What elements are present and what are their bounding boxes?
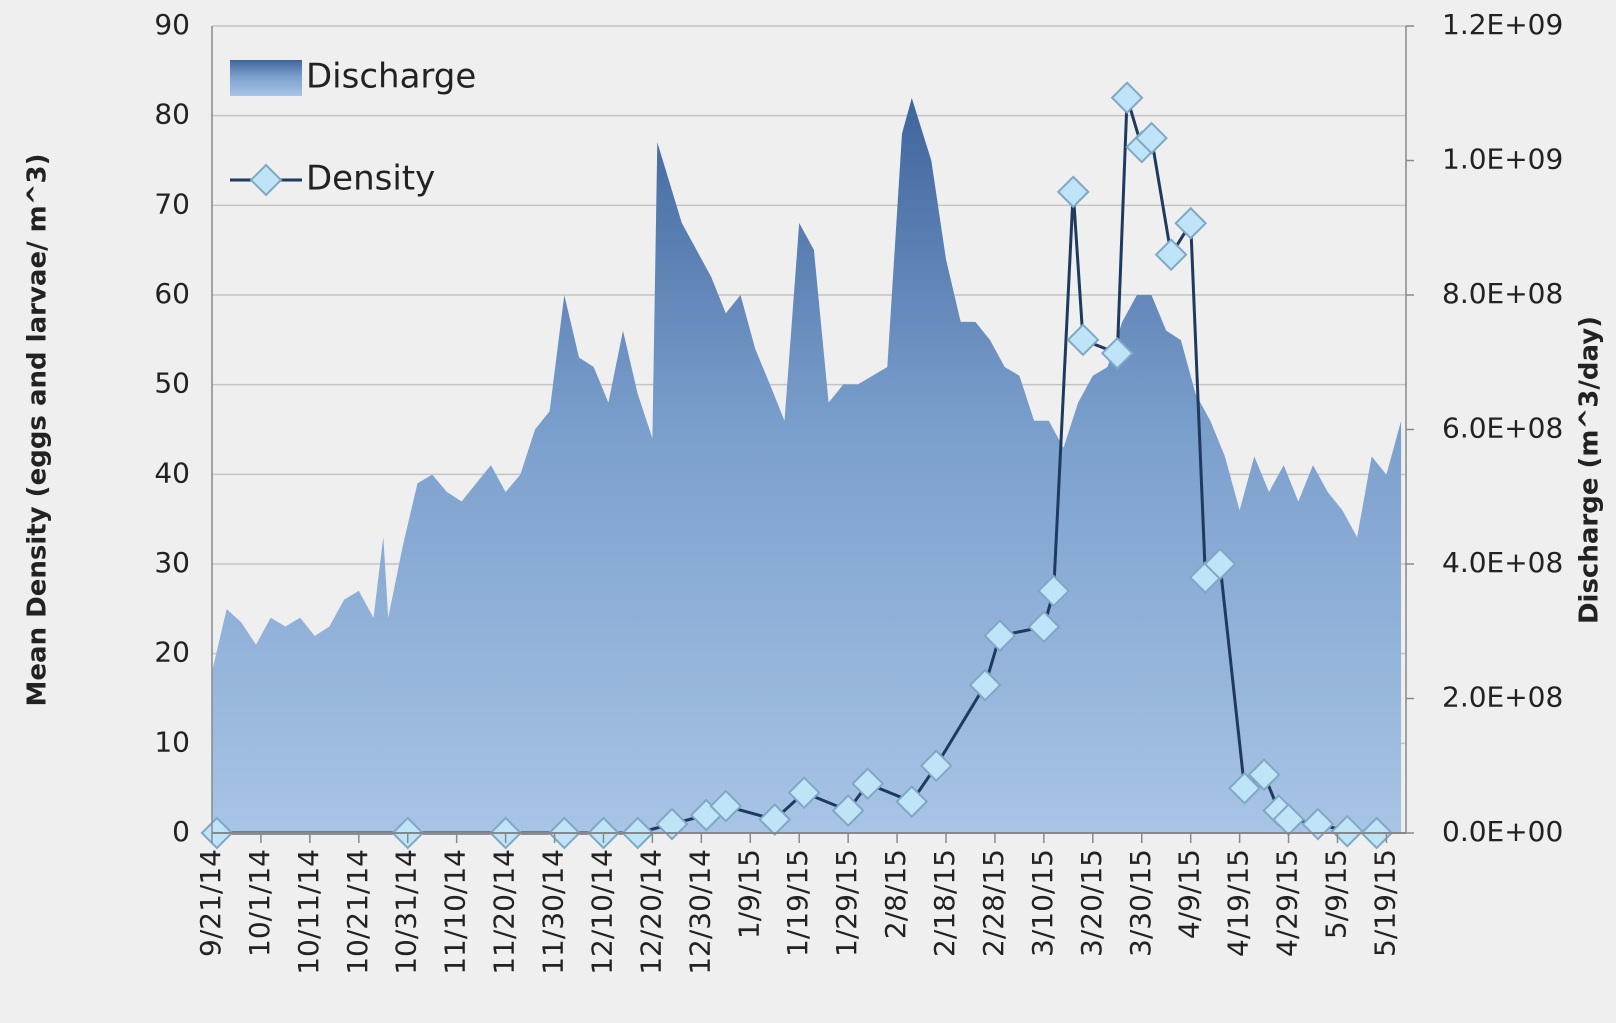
x-tick-label: 10/21/14 [341, 849, 374, 975]
density-marker [983, 619, 1017, 653]
y-tick-label: 20 [154, 636, 190, 669]
y-tick-label: 50 [154, 367, 190, 400]
x-tick-label: 2/18/15 [928, 849, 961, 957]
x-tick-label: 11/20/14 [488, 849, 521, 975]
legend-marker [249, 163, 283, 197]
y-tick-label: 10 [154, 725, 190, 758]
density-marker [919, 749, 953, 783]
x-tick-label: 3/20/15 [1075, 849, 1108, 957]
y2-tick-label: 1.2E+09 [1442, 8, 1563, 41]
legend-label: Discharge [306, 57, 476, 97]
legend-swatch [230, 60, 302, 96]
x-tick-label: 1/9/15 [732, 849, 765, 939]
x-tick-label: 9/21/14 [194, 849, 227, 957]
density-marker [1203, 547, 1237, 581]
x-tick-label: 4/19/15 [1222, 849, 1255, 957]
y2-tick-label: 0.0E+00 [1442, 815, 1563, 848]
x-tick-label: 10/11/14 [292, 849, 325, 975]
x-tick-label: 4/9/15 [1173, 849, 1206, 939]
x-tick-label: 5/19/15 [1368, 849, 1401, 957]
y-axis-title: Mean Density (eggs and larvae/ m^3) [23, 154, 53, 707]
density-marker [1056, 175, 1090, 209]
density-marker [1027, 610, 1061, 644]
y2-tick-label: 1.0E+09 [1442, 143, 1563, 176]
y2-tick-label: 6.0E+08 [1442, 412, 1563, 445]
density-marker [709, 789, 743, 823]
density-marker [968, 668, 1002, 702]
density-marker [1174, 206, 1208, 240]
y-tick-label: 80 [154, 98, 190, 131]
y-tick-label: 30 [154, 546, 190, 579]
density-marker [851, 767, 885, 801]
x-tick-label: 10/31/14 [390, 849, 423, 975]
density-marker [1301, 807, 1335, 841]
density-marker [1066, 323, 1100, 357]
density-marker [1228, 771, 1261, 805]
density-marker [831, 794, 865, 827]
density-marker [655, 807, 689, 841]
y2-tick-label: 4.0E+08 [1442, 546, 1563, 579]
x-tick-label: 11/10/14 [439, 849, 472, 975]
x-tick-label: 5/9/15 [1319, 849, 1352, 939]
x-tick-label: 12/30/14 [683, 849, 716, 975]
density-marker [1154, 238, 1188, 272]
x-tick-label: 4/29/15 [1271, 849, 1304, 957]
y-tick-label: 40 [154, 456, 190, 489]
y2-tick-label: 2.0E+08 [1442, 681, 1563, 714]
x-tick-label: 12/10/14 [585, 849, 618, 975]
x-tick-label: 3/30/15 [1124, 849, 1157, 957]
legend-label: Density [306, 159, 435, 199]
x-tick-label: 12/20/14 [634, 849, 667, 975]
y2-tick-label: 8.0E+08 [1442, 277, 1563, 310]
x-tick-label: 1/29/15 [830, 849, 863, 957]
density-marker [1037, 574, 1071, 608]
density-marker [895, 785, 929, 819]
discharge-area [212, 98, 1402, 833]
x-tick-label: 3/10/15 [1026, 849, 1059, 957]
density-marker [787, 776, 821, 810]
x-tick-label: 2/28/15 [977, 849, 1010, 957]
y-tick-label: 0 [172, 815, 190, 848]
density-marker [758, 803, 792, 836]
y-tick-label: 70 [154, 187, 190, 220]
y-tick-label: 90 [154, 8, 190, 41]
x-tick-label: 2/8/15 [879, 849, 912, 939]
density-marker [1247, 758, 1281, 792]
density-marker [1330, 814, 1364, 848]
x-tick-label: 10/1/14 [243, 849, 276, 957]
density-marker [1110, 81, 1144, 115]
density-marker [1135, 121, 1168, 155]
y-tick-label: 60 [154, 277, 190, 310]
x-tick-label: 1/19/15 [781, 849, 814, 957]
density-marker [1100, 336, 1134, 370]
x-tick-label: 11/30/14 [537, 849, 570, 975]
y2-axis-title: Discharge (m^3/day) [1575, 316, 1605, 624]
